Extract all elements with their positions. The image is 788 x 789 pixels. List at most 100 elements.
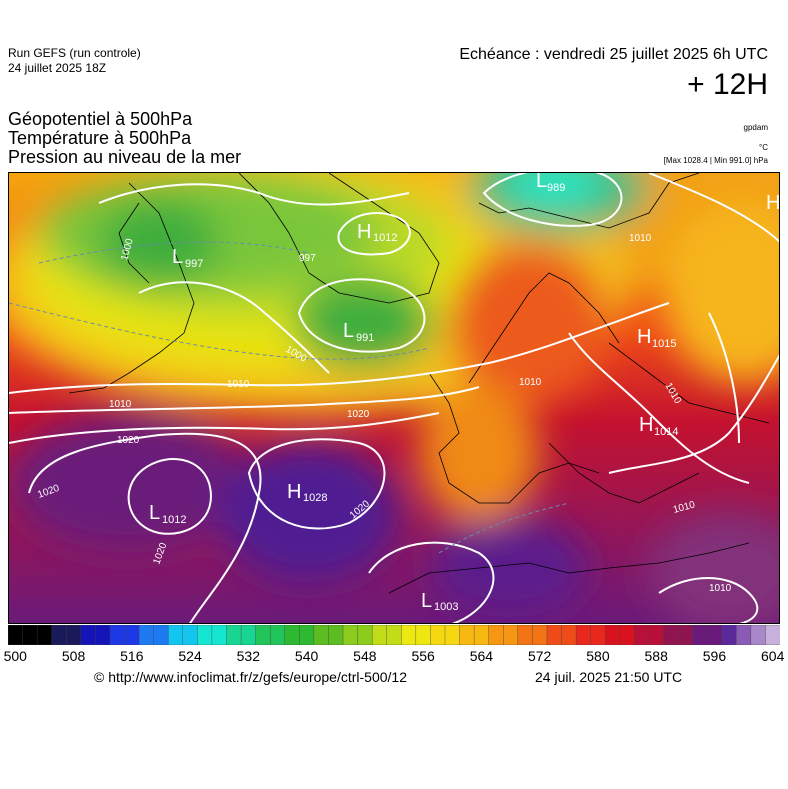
colorbar-swatch <box>459 625 475 645</box>
colorbar-swatch <box>313 625 330 645</box>
run-title: Run GEFS (run controle) <box>8 46 141 60</box>
unit-temperature: °C <box>759 143 768 152</box>
colorbar-swatch <box>299 625 315 645</box>
svg-text:L: L <box>343 320 354 342</box>
svg-text:L: L <box>172 246 183 268</box>
colorbar-tick-label: 532 <box>236 648 261 664</box>
weather-map-svg: L 989 H 1012 L 997 L 991 H 1015 H 1014 H 1028 L… <box>9 173 780 623</box>
svg-text:H: H <box>637 326 651 348</box>
geopotential-field <box>9 173 779 623</box>
svg-text:H: H <box>287 481 301 503</box>
colorbar-swatch <box>517 625 534 645</box>
colorbar-swatch <box>619 625 636 645</box>
high-pressure-center: H 1015 <box>637 326 676 350</box>
colorbar-swatch <box>503 625 519 645</box>
footer-url: © http://www.infoclimat.fr/z/gefs/europe… <box>94 669 408 685</box>
svg-text:1028: 1028 <box>303 492 327 504</box>
parameter-temperature: Température à 500hPa <box>8 128 192 148</box>
colorbar-swatch <box>371 625 388 645</box>
colorbar-swatch <box>269 625 286 645</box>
svg-text:H: H <box>766 192 780 214</box>
isobar-label: 1010 <box>709 583 732 594</box>
colorbar-tick-label: 580 <box>586 648 610 664</box>
colorbar-swatch <box>561 625 577 645</box>
colorbar-swatch <box>575 625 592 645</box>
colorbar-swatch <box>328 625 344 645</box>
colorbar-tick-label: 548 <box>353 648 377 664</box>
colorbar-tick-label: 508 <box>61 648 86 664</box>
svg-text:989: 989 <box>547 182 565 194</box>
colorbar-swatch <box>386 625 402 645</box>
colorbar-swatch <box>95 625 111 645</box>
colorbar-swatch <box>473 625 490 645</box>
svg-text:1003: 1003 <box>434 601 458 613</box>
colorbar-ticks: 500 508 516 524 532 540 548 556 564 572 580 588 596 6… <box>0 648 788 668</box>
colorbar-swatch <box>677 625 694 645</box>
colorbar-swatch <box>736 625 752 645</box>
parameter-pressure: Pression au niveau de la mer <box>8 147 242 167</box>
colorbar <box>8 625 780 645</box>
colorbar-swatch <box>648 625 665 645</box>
colorbar-swatch <box>168 625 184 645</box>
colorbar-swatch <box>66 625 82 645</box>
lead-time: + 12H <box>687 68 768 101</box>
colorbar-swatch <box>36 625 53 645</box>
isobar-label: 1010 <box>519 377 542 388</box>
low-pressure-center: L 989 <box>536 173 565 194</box>
weather-map: L 989 H 1012 L 997 L 991 H 1015 H 1014 H 1028 L… <box>8 172 780 624</box>
colorbar-swatch <box>590 625 606 645</box>
run-date: 24 juillet 2025 18Z <box>8 61 107 75</box>
pressure-centers: L 989 H 1012 L 997 L 991 H 1015 H 1014 H 1028 L… <box>149 173 780 613</box>
svg-text:997: 997 <box>185 258 203 270</box>
pressure-range: [Max 1028.4 | Min 991.0] hPa <box>663 156 768 165</box>
parameter-geopotential: Géopotentiel à 500hPa <box>8 109 193 129</box>
unit-gpdam: gpdam <box>743 123 768 132</box>
svg-text:1012: 1012 <box>373 232 397 244</box>
coastlines <box>68 173 770 594</box>
colorbar-tick-label: 588 <box>644 648 668 664</box>
colorbar-tick-label: 524 <box>178 648 202 664</box>
colorbar-swatch <box>401 625 417 645</box>
svg-text:L: L <box>149 502 160 524</box>
valid-time: Echéance : vendredi 25 juillet 2025 6h U… <box>459 46 768 63</box>
colorbar-swatch <box>22 625 38 645</box>
colorbar-swatch <box>765 625 780 645</box>
colorbar-swatch <box>255 625 271 645</box>
colorbar-swatch <box>605 625 621 645</box>
footer-timestamp: 24 juil. 2025 21:50 UTC <box>535 669 683 685</box>
low-pressure-center: L 1003 <box>421 590 458 613</box>
svg-text:H: H <box>357 221 371 243</box>
colorbar-swatch <box>138 625 155 645</box>
colorbar-swatch <box>357 625 373 645</box>
colorbar-swatch <box>706 625 723 645</box>
isobar-label: 1010 <box>109 399 132 410</box>
colorbar-swatch <box>750 625 767 645</box>
colorbar-tick-label: 500 <box>3 648 27 664</box>
colorbar-swatch <box>430 625 446 645</box>
colorbar-swatch <box>284 625 301 645</box>
colorbar-tick-label: 516 <box>120 648 144 664</box>
high-pressure-center: H 1028 <box>287 481 327 504</box>
svg-text:1014: 1014 <box>654 426 678 438</box>
svg-text:991: 991 <box>356 332 374 344</box>
isobars <box>9 173 779 623</box>
colorbar-swatch <box>197 625 213 645</box>
isobar-label: 1020 <box>347 409 370 420</box>
colorbar-swatch <box>211 625 228 645</box>
colorbar-swatch <box>415 625 432 645</box>
high-pressure-center: H 1012 <box>357 221 397 244</box>
colorbar-swatch <box>8 625 24 645</box>
colorbar-swatch <box>226 625 242 645</box>
colorbar-tick-label: 556 <box>411 648 435 664</box>
svg-text:1012: 1012 <box>162 514 186 526</box>
isobar-label: 1010 <box>227 379 250 390</box>
svg-text:L: L <box>421 590 432 612</box>
low-pressure-center: L 997 <box>172 246 203 270</box>
colorbar-swatch <box>692 625 708 645</box>
colorbar-swatch <box>721 625 738 645</box>
high-pressure-center: H 1014 <box>639 414 678 438</box>
colorbar-swatch <box>634 625 650 645</box>
colorbar-tick-label: 596 <box>702 648 727 664</box>
colorbar-swatch <box>153 625 169 645</box>
colorbar-swatch <box>80 625 97 645</box>
